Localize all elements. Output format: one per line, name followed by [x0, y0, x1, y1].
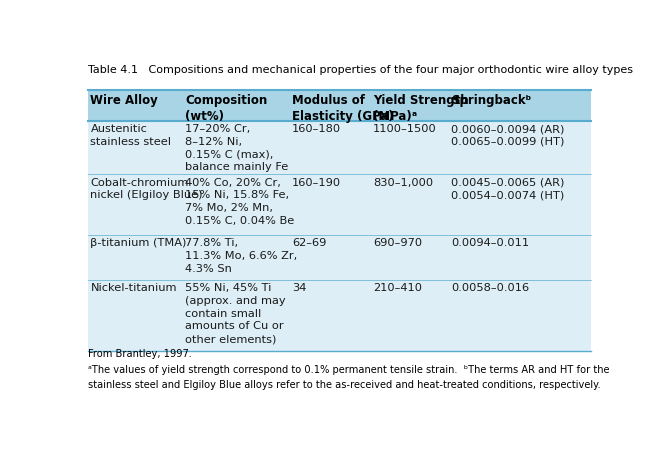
Text: 0.0094–0.011: 0.0094–0.011 — [451, 238, 529, 248]
Text: 160–190: 160–190 — [292, 178, 341, 188]
Text: 160–180: 160–180 — [292, 124, 341, 134]
Text: 0.0060–0.0094 (AR)
0.0065–0.0099 (HT): 0.0060–0.0094 (AR) 0.0065–0.0099 (HT) — [451, 124, 565, 147]
Text: 62–69: 62–69 — [292, 238, 326, 248]
Text: β-titanium (TMA): β-titanium (TMA) — [91, 238, 187, 248]
Text: 17–20% Cr,
8–12% Ni,
0.15% C (max),
balance mainly Fe: 17–20% Cr, 8–12% Ni, 0.15% C (max), bala… — [185, 124, 289, 172]
Text: ᵃThe values of yield strength correspond to 0.1% permanent tensile strain.  ᵇThe: ᵃThe values of yield strength correspond… — [88, 365, 610, 375]
Text: 40% Co, 20% Cr,
15% Ni, 15.8% Fe,
7% Mo, 2% Mn,
0.15% C, 0.04% Be: 40% Co, 20% Cr, 15% Ni, 15.8% Fe, 7% Mo,… — [185, 178, 295, 226]
Text: Modulus of
Elasticity (GPa): Modulus of Elasticity (GPa) — [292, 94, 394, 123]
Text: 690–970: 690–970 — [373, 238, 422, 248]
Text: 55% Ni, 45% Ti
(approx. and may
contain small
amounts of Cu or
other elements): 55% Ni, 45% Ti (approx. and may contain … — [185, 283, 286, 344]
Text: Nickel-titanium: Nickel-titanium — [91, 283, 177, 293]
Bar — [88, 90, 591, 121]
Text: 210–410: 210–410 — [373, 283, 422, 293]
Text: Springbackᵇ: Springbackᵇ — [451, 94, 532, 107]
Text: Table 4.1   Compositions and mechanical properties of the four major orthodontic: Table 4.1 Compositions and mechanical pr… — [88, 65, 633, 75]
Text: 77.8% Ti,
11.3% Mo, 6.6% Zr,
4.3% Sn: 77.8% Ti, 11.3% Mo, 6.6% Zr, 4.3% Sn — [185, 238, 298, 274]
Text: 830–1,000: 830–1,000 — [373, 178, 433, 188]
Text: stainless steel and Elgiloy Blue alloys refer to the as-received and heat-treate: stainless steel and Elgiloy Blue alloys … — [88, 380, 600, 390]
Text: 1100–1500: 1100–1500 — [373, 124, 437, 134]
Text: 34: 34 — [292, 283, 307, 293]
Text: Composition
(wt%): Composition (wt%) — [185, 94, 267, 123]
Text: Cobalt-chromium-
nickel (Elgiloy Blue): Cobalt-chromium- nickel (Elgiloy Blue) — [91, 178, 203, 200]
Text: Austenitic
stainless steel: Austenitic stainless steel — [91, 124, 171, 147]
Text: From Brantley, 1997.: From Brantley, 1997. — [88, 349, 192, 360]
Text: 0.0058–0.016: 0.0058–0.016 — [451, 283, 529, 293]
Bar — [88, 90, 591, 351]
Text: Wire Alloy: Wire Alloy — [91, 94, 158, 107]
Text: Yield Strength
(MPa)ᵃ: Yield Strength (MPa)ᵃ — [373, 94, 469, 123]
Text: 0.0045–0.0065 (AR)
0.0054–0.0074 (HT): 0.0045–0.0065 (AR) 0.0054–0.0074 (HT) — [451, 178, 565, 200]
